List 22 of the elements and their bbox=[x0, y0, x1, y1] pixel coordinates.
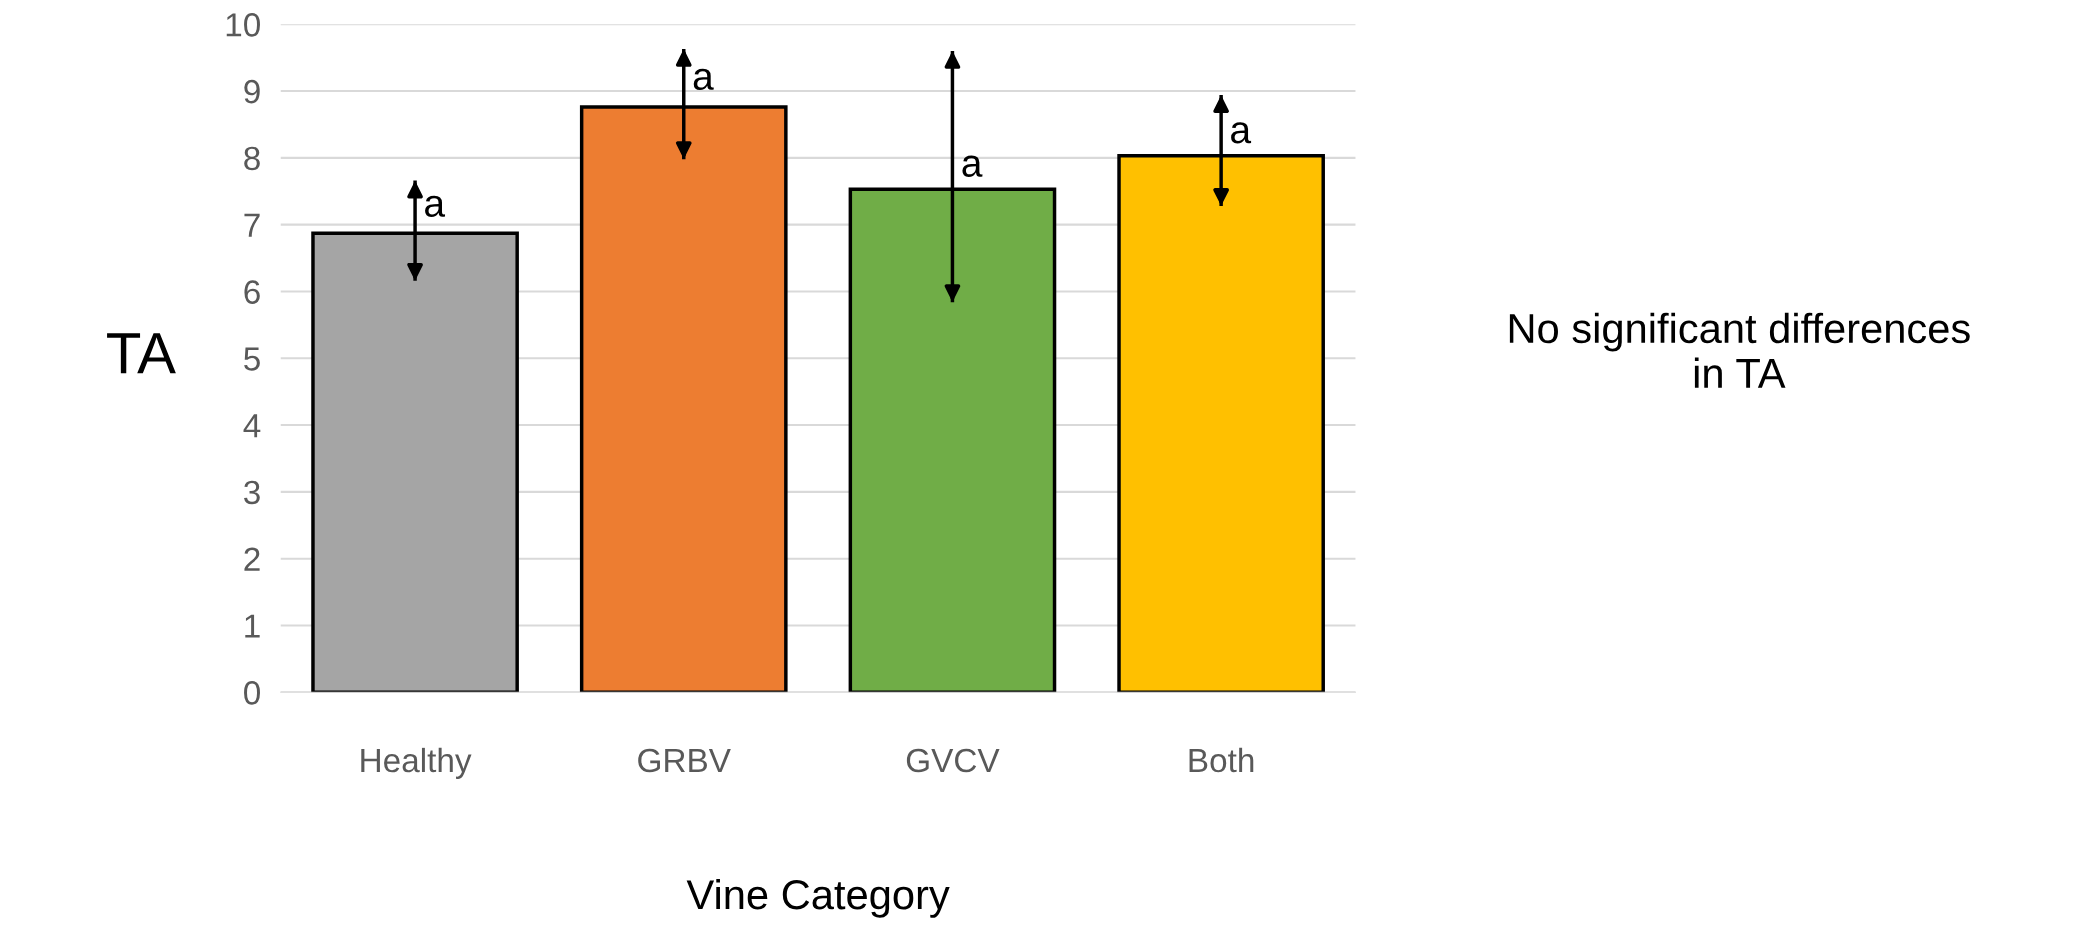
annotation: a bbox=[962, 155, 983, 177]
y-tick-label: 4 bbox=[243, 414, 261, 438]
y-tick-label: 7 bbox=[244, 213, 260, 237]
y-tick-label: 10 bbox=[226, 13, 260, 37]
y-tick-label: 5 bbox=[244, 347, 260, 371]
text: No significant differences in TA bbox=[1509, 312, 1970, 388]
annotation: a bbox=[425, 195, 446, 217]
annotation: a bbox=[693, 68, 714, 91]
y-axis-title: TA bbox=[107, 333, 176, 374]
y-tick-label: 3 bbox=[244, 480, 260, 505]
annotation: a bbox=[1231, 122, 1252, 144]
y-tick-label: 1 bbox=[245, 614, 260, 638]
x-tick-label: Both bbox=[1189, 747, 1254, 773]
x-tick-label: GVCV bbox=[906, 748, 1000, 773]
y-tick-label: 9 bbox=[244, 79, 260, 104]
x-tick-label: GRBV bbox=[638, 748, 731, 773]
x-axis-title: Vine Category bbox=[686, 878, 950, 918]
y-tick-label: 2 bbox=[244, 547, 260, 571]
y-tick-label: 8 bbox=[244, 146, 260, 171]
y-tick-label: 6 bbox=[244, 280, 260, 304]
x-tick-label: Healthy bbox=[361, 747, 472, 779]
y-tick-label: 0 bbox=[244, 681, 260, 705]
